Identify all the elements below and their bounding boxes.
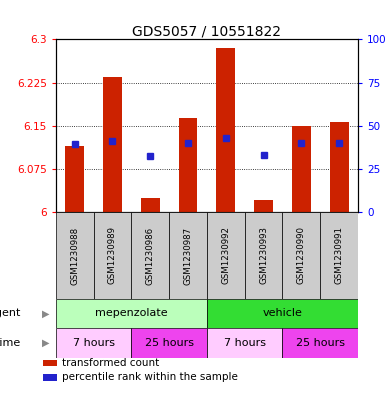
- Bar: [292, 126, 311, 212]
- Text: GSM1230992: GSM1230992: [221, 226, 230, 285]
- Bar: [141, 198, 160, 212]
- Bar: [56, 328, 131, 358]
- Text: transformed count: transformed count: [62, 358, 159, 368]
- Bar: [131, 328, 207, 358]
- Bar: [207, 212, 245, 299]
- Bar: [169, 212, 207, 299]
- Bar: [94, 212, 131, 299]
- Bar: [43, 374, 57, 380]
- Text: ▶: ▶: [42, 338, 50, 348]
- Text: 7 hours: 7 hours: [224, 338, 266, 348]
- Text: agent: agent: [0, 309, 21, 318]
- Bar: [283, 328, 358, 358]
- Text: vehicle: vehicle: [263, 309, 303, 318]
- Bar: [216, 48, 235, 212]
- Bar: [56, 299, 207, 328]
- Text: time: time: [0, 338, 21, 348]
- Text: 7 hours: 7 hours: [73, 338, 115, 348]
- Bar: [179, 118, 198, 212]
- Text: percentile rank within the sample: percentile rank within the sample: [62, 372, 238, 382]
- Bar: [254, 200, 273, 212]
- Text: GSM1230987: GSM1230987: [184, 226, 192, 285]
- Text: GSM1230991: GSM1230991: [335, 226, 344, 285]
- Text: GSM1230993: GSM1230993: [259, 226, 268, 285]
- Bar: [43, 360, 57, 366]
- Bar: [330, 122, 348, 212]
- Bar: [245, 212, 283, 299]
- Bar: [207, 299, 358, 328]
- Bar: [207, 328, 283, 358]
- Text: GSM1230988: GSM1230988: [70, 226, 79, 285]
- Text: ▶: ▶: [42, 309, 50, 318]
- Text: 25 hours: 25 hours: [296, 338, 345, 348]
- Text: GSM1230990: GSM1230990: [297, 226, 306, 285]
- Bar: [103, 77, 122, 212]
- Bar: [283, 212, 320, 299]
- Text: mepenzolate: mepenzolate: [95, 309, 168, 318]
- Text: 25 hours: 25 hours: [145, 338, 194, 348]
- Bar: [65, 146, 84, 212]
- Bar: [131, 212, 169, 299]
- Bar: [320, 212, 358, 299]
- Text: GSM1230989: GSM1230989: [108, 226, 117, 285]
- Text: GSM1230986: GSM1230986: [146, 226, 155, 285]
- Title: GDS5057 / 10551822: GDS5057 / 10551822: [132, 24, 281, 38]
- Bar: [56, 212, 94, 299]
